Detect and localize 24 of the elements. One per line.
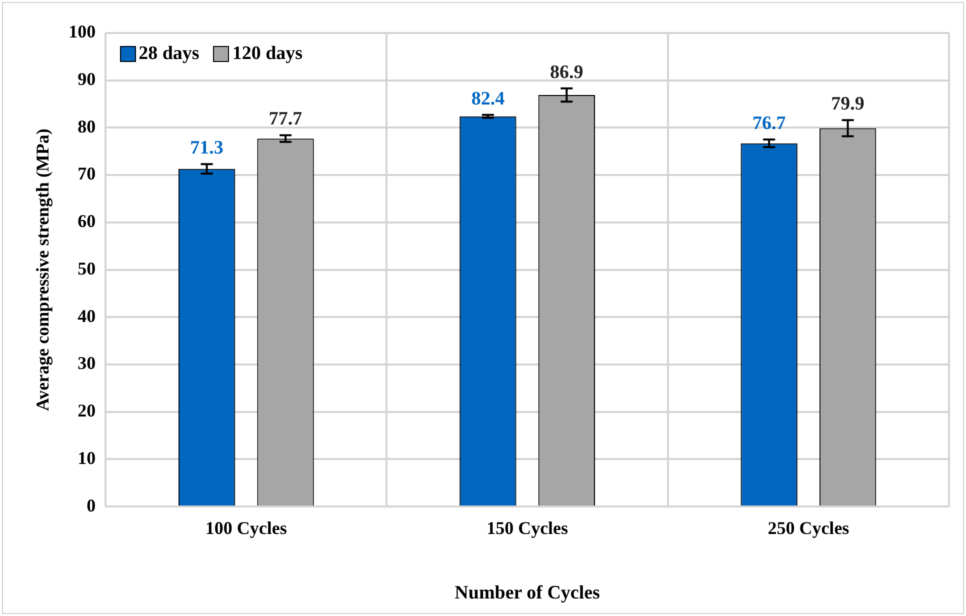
y-tick-label: 100 — [68, 22, 96, 42]
y-tick-label: 40 — [78, 306, 96, 326]
y-tick-label: 20 — [78, 400, 96, 421]
y-tick-label: 0 — [86, 495, 96, 516]
data-label: 86.9 — [550, 62, 584, 83]
y-tick-label: 60 — [78, 211, 96, 232]
y-tick-label: 70 — [78, 164, 96, 184]
y-tick-label: 50 — [78, 258, 96, 278]
data-label: 79.9 — [831, 94, 864, 115]
y-tick-label: 30 — [78, 353, 96, 374]
data-label: 71.3 — [190, 138, 224, 159]
x-tick-label: 150 Cycles — [486, 518, 568, 538]
data-label: 76.7 — [752, 112, 786, 134]
x-tick-label: 100 Cycles — [205, 518, 287, 538]
legend-label: 28 days — [138, 43, 200, 65]
y-tick-label: 10 — [78, 448, 96, 468]
x-axis-title: Number of Cycles — [454, 582, 600, 604]
y-tick-label: 90 — [78, 69, 96, 90]
legend-label: 120 days — [232, 43, 303, 65]
y-axis-title: Average compressive strength (MPa) — [32, 128, 52, 412]
x-tick-label: 250 Cycles — [768, 518, 850, 538]
y-tick-label: 80 — [78, 116, 96, 136]
data-label: 82.4 — [471, 88, 506, 110]
data-label: 77.7 — [268, 108, 303, 130]
